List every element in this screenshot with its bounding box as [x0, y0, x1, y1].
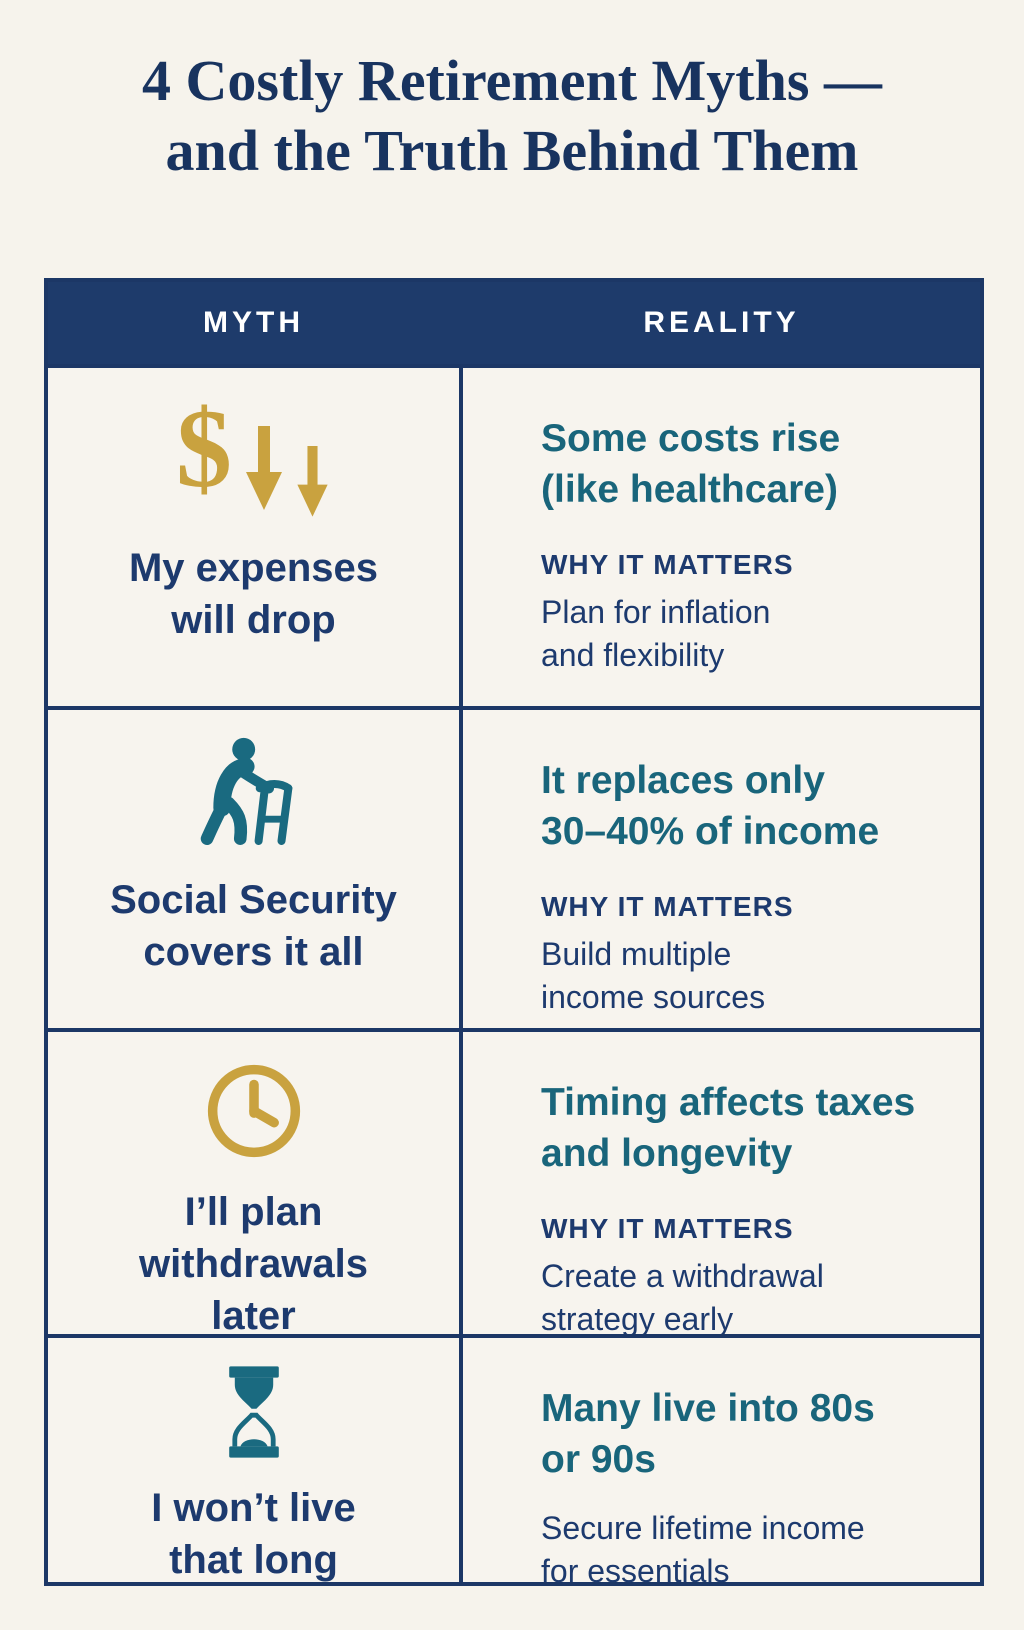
table-row-3-reality-cell: Timing affects taxes and longevity WHY I…	[463, 1028, 980, 1337]
why-it-matters-text: Build multiple income sources	[541, 936, 766, 1015]
table-row-4-reality-cell: Many live into 80s or 90s Secure lifetim…	[463, 1334, 980, 1589]
reality-headline: Some costs rise (like healthcare)	[541, 417, 841, 511]
table-row-4-myth-cell: I won’t live that long	[48, 1334, 463, 1582]
why-it-matters-label: WHY IT MATTERS	[541, 891, 794, 923]
why-it-matters-text: Plan for inflation and flexibility	[541, 594, 771, 673]
page-title-line2: and the Truth Behind Them	[165, 117, 859, 183]
person-walker-icon	[191, 736, 317, 852]
table-row-1-reality-cell: Some costs rise (like healthcare) WHY IT…	[463, 364, 980, 706]
column-header-myth: MYTH	[48, 282, 463, 364]
dollar-down-arrows-icon: $	[176, 393, 331, 520]
table-row-2-myth-cell: Social Security covers it all	[48, 706, 463, 1028]
myth-text: My expenses will drop	[128, 546, 379, 642]
table-row-3-myth-cell: I’ll plan withdrawals later	[48, 1028, 463, 1338]
reality-headline: Many live into 80s or 90s	[541, 1387, 875, 1481]
reality-headline: It replaces only 30–40% of income	[541, 759, 880, 853]
why-it-matters-text: Create a withdrawal strategy early	[541, 1258, 824, 1337]
myth-text: Social Security covers it all	[110, 878, 397, 974]
retirement-myths-infographic: 4 Costly Retirement Myths — and the Trut…	[0, 46, 1024, 1630]
page-title-line1: 4 Costly Retirement Myths —	[142, 48, 882, 113]
myth-text: I won’t live that long	[151, 1486, 356, 1582]
clock-icon	[201, 1058, 307, 1164]
myth-text: I’ll plan withdrawals later	[139, 1190, 368, 1338]
column-header-reality: REALITY	[463, 282, 980, 364]
why-it-matters-text: Secure lifetime income for essentials	[541, 1510, 865, 1589]
table-row-2-reality-cell: It replaces only 30–40% of income WHY IT…	[463, 706, 980, 1028]
why-it-matters-label: WHY IT MATTERS	[541, 549, 794, 581]
hourglass-icon	[214, 1364, 294, 1460]
why-it-matters-label: WHY IT MATTERS	[541, 1213, 794, 1245]
reality-headline: Timing affects taxes and longevity	[541, 1081, 916, 1175]
table-row-1-myth-cell: $ My expenses will drop	[48, 364, 463, 706]
myth-reality-table: MYTH REALITY $ My expenses will drop Som…	[44, 278, 984, 1589]
page-title: 4 Costly Retirement Myths — and the Trut…	[30, 46, 994, 185]
